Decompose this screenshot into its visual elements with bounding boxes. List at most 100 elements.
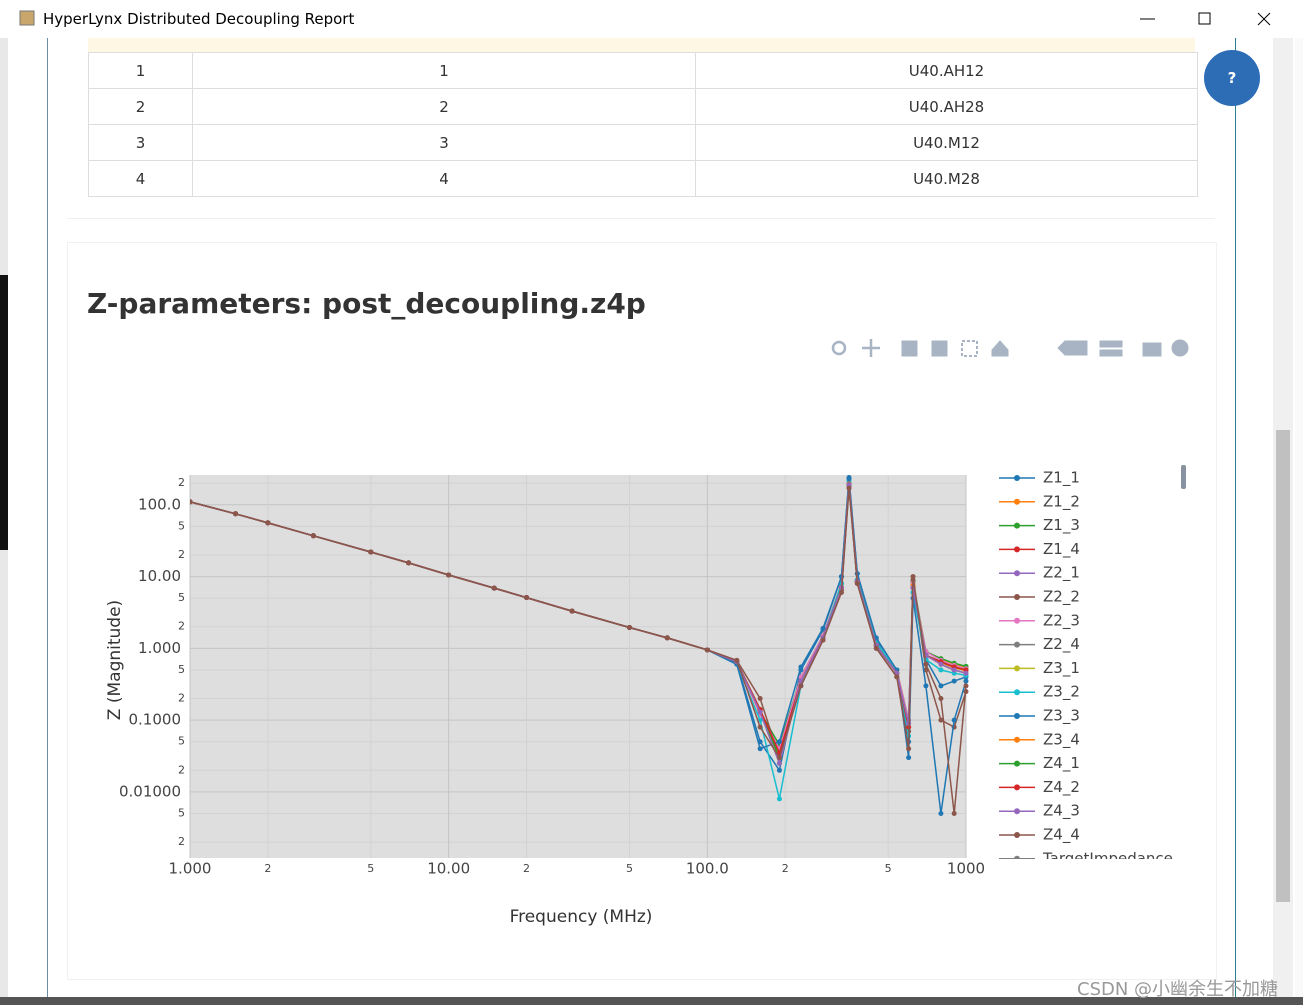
table-cell: U40.AH12	[695, 52, 1198, 89]
hover-compare[interactable]	[1099, 340, 1123, 348]
window-title: HyperLynx Distributed Decoupling Report	[43, 10, 355, 28]
maximize[interactable]	[1198, 12, 1211, 25]
legend-label: Z2_3	[1043, 611, 1080, 630]
x-tick-label: 2	[264, 862, 271, 875]
app-icon	[19, 10, 35, 26]
y-tick-label: 5	[178, 735, 185, 748]
data-point	[938, 717, 944, 723]
legend-label: Z2_2	[1043, 588, 1080, 607]
title-bar: HyperLynx Distributed Decoupling Report	[0, 0, 1303, 38]
table-cell: 4	[88, 160, 193, 197]
legend-label: Z4_1	[1043, 754, 1080, 773]
plot-background	[190, 475, 966, 858]
legend-label: Z4_3	[1043, 802, 1080, 821]
legend-marker	[1014, 522, 1020, 529]
data-point	[854, 581, 860, 587]
data-point	[569, 608, 575, 614]
y-tick-label: 2	[178, 620, 185, 633]
x-tick-label: 1000	[947, 860, 985, 878]
watermark: CSDN @小幽余生不加糖	[1077, 979, 1279, 1000]
data-point	[776, 796, 782, 802]
autoscale[interactable]	[961, 340, 978, 357]
data-point	[190, 499, 193, 505]
data-point	[838, 589, 844, 595]
data-point	[906, 755, 912, 761]
data-point	[776, 767, 782, 773]
y-tick-label: 5	[178, 591, 185, 604]
data-point	[734, 657, 740, 663]
hover-closest[interactable]	[1057, 340, 1088, 356]
zoom-in[interactable]	[901, 340, 918, 357]
data-point	[906, 746, 912, 752]
legend-label: Z3_1	[1043, 659, 1080, 678]
data-point	[798, 683, 804, 689]
left-border	[47, 38, 48, 998]
right-background	[1295, 38, 1303, 998]
x-tick-label: 2	[782, 862, 789, 875]
data-point	[846, 482, 852, 488]
legend-label: Z2_1	[1043, 564, 1080, 583]
data-point	[491, 585, 497, 591]
hover-compare-2	[1099, 349, 1123, 357]
legend-marker	[1014, 617, 1020, 624]
legend-label: Z3_3	[1043, 707, 1080, 726]
help-button[interactable]: ?	[1204, 50, 1260, 106]
data-point	[368, 549, 374, 555]
left-background-dark	[0, 275, 8, 550]
data-point	[951, 678, 957, 684]
help-tool[interactable]	[1171, 339, 1189, 357]
data-point	[963, 670, 969, 676]
zoom-out[interactable]	[931, 340, 948, 357]
scrollbar-thumb[interactable]	[1276, 430, 1290, 902]
y-tick-label: 0.1000	[129, 711, 182, 729]
legend-label: Z1_1	[1043, 469, 1080, 488]
data-point	[524, 595, 530, 601]
table-cell: 3	[192, 124, 696, 161]
x-tick-label: 100.0	[686, 860, 729, 878]
data-point	[776, 755, 782, 761]
zoom-tool[interactable]	[831, 340, 847, 356]
data-point	[963, 683, 969, 689]
y-axis-title: Z (Magnitude)	[105, 600, 125, 720]
table-row: 4 4 U40.M28	[88, 160, 1198, 197]
table: 1 1 U40.AH12 2 2 U40.AH28 3 3 U40.M12 4 4 U40.M28	[88, 52, 1198, 197]
legend-marker	[1014, 546, 1020, 553]
legend-marker	[1014, 689, 1020, 696]
data-point	[951, 717, 957, 723]
legend-scrollbar[interactable]	[1181, 465, 1186, 489]
data-point	[910, 574, 916, 580]
legend-label: TargetImpedance	[1042, 849, 1173, 867]
y-tick-label: 2	[178, 835, 185, 848]
legend-marker	[1014, 713, 1020, 719]
toolbar	[831, 339, 1189, 357]
data-point	[938, 661, 944, 667]
data-point	[846, 476, 852, 482]
legend-label: Z1_4	[1043, 540, 1080, 559]
y-tick-label: 2	[178, 692, 185, 705]
data-point	[233, 511, 239, 517]
table-row: 1 1 U40.AH12	[88, 52, 1198, 89]
download-plot[interactable]	[1142, 342, 1162, 357]
data-point	[776, 760, 782, 766]
legend-label: Z2_4	[1043, 635, 1080, 654]
y-tick-label: 2	[178, 763, 185, 776]
data-point	[894, 674, 900, 680]
legend-marker	[1014, 475, 1020, 481]
legend-marker	[1014, 498, 1020, 505]
data-point	[757, 709, 763, 715]
y-tick-label: 5	[178, 663, 185, 676]
pan-tool[interactable]	[862, 339, 880, 357]
legend-marker	[1014, 641, 1020, 648]
y-tick-label: 2	[178, 548, 185, 561]
legend-label: Z4_2	[1043, 778, 1080, 797]
title-bar-icons	[19, 10, 1271, 26]
data-point	[820, 637, 826, 643]
legend-marker	[1014, 594, 1020, 600]
y-tick-label: 1.000	[138, 639, 181, 657]
x-tick-label: 10.00	[427, 860, 470, 878]
table-card	[67, 38, 1215, 219]
data-point	[873, 645, 879, 651]
reset-axes[interactable]	[991, 340, 1009, 357]
close[interactable]	[1257, 12, 1271, 26]
